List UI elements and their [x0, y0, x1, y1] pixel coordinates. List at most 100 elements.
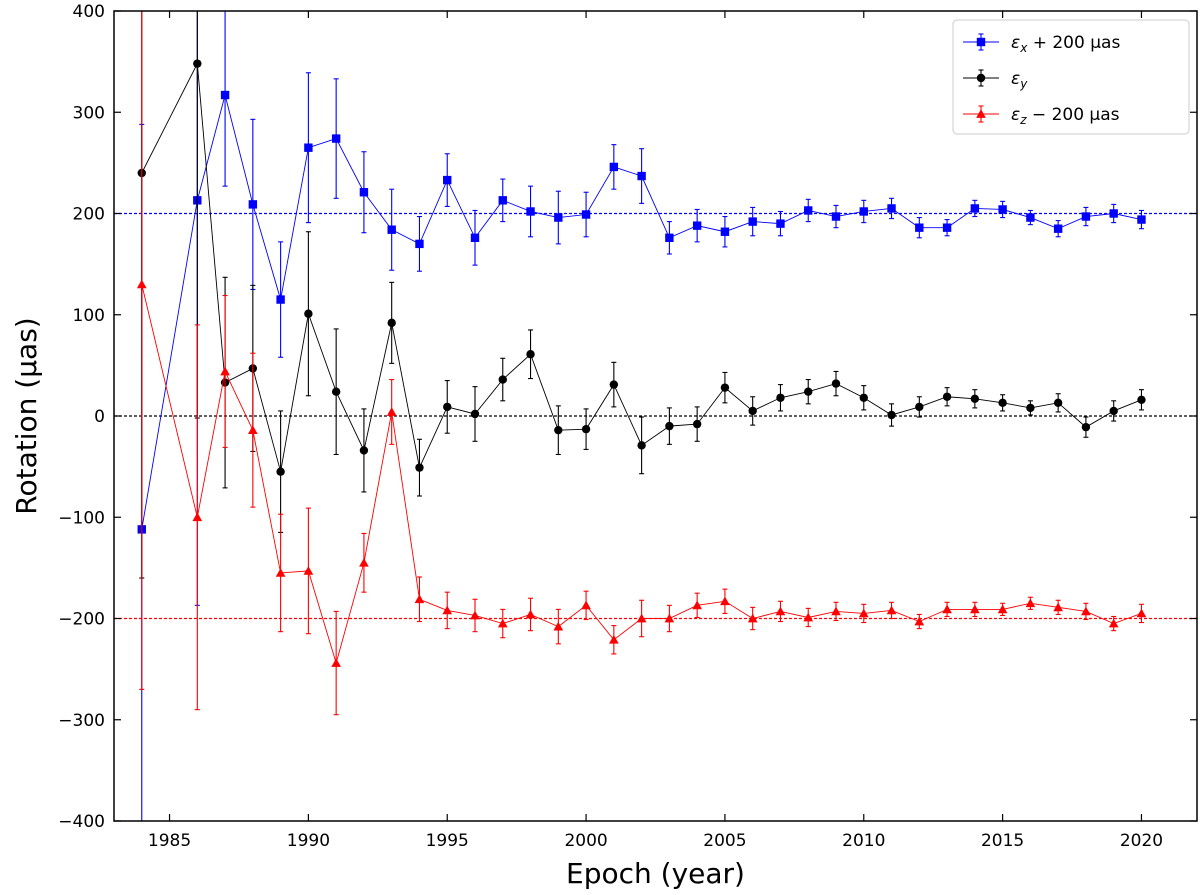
data-point [609, 634, 619, 644]
data-point [443, 175, 452, 185]
data-point [1026, 213, 1035, 222]
data-point [1108, 618, 1119, 628]
legend-marker [976, 109, 986, 118]
data-point [692, 419, 702, 429]
data-point [720, 227, 730, 236]
legend: εx + 200 µas εy εz − 200 µas [952, 19, 1190, 135]
x-tick-label: 2015 [981, 831, 1024, 851]
x-tick-label: 2020 [1120, 831, 1163, 851]
legend-box [952, 19, 1190, 135]
data-point [831, 212, 841, 221]
data-point [998, 398, 1007, 408]
y-tick-label: 400 [73, 2, 105, 22]
error-bar [139, 11, 145, 690]
data-point [553, 621, 564, 631]
x-tick-label: 1990 [287, 831, 330, 851]
data-point [692, 221, 702, 230]
data-point [581, 424, 591, 434]
data-point [1053, 398, 1063, 408]
data-point [1137, 395, 1146, 404]
data-point [498, 375, 507, 384]
data-point [303, 566, 314, 575]
legend-label: εz − 200 µas [1011, 105, 1120, 127]
data-point [386, 407, 397, 416]
data-point [942, 604, 952, 614]
x-tick-label: 2005 [703, 831, 746, 851]
data-point [331, 658, 341, 667]
data-point [275, 568, 286, 577]
data-point [942, 392, 952, 401]
data-point [665, 421, 674, 431]
x-tick-label: 2000 [564, 831, 607, 851]
data-point [1109, 406, 1118, 416]
data-point [609, 380, 619, 389]
data-point [581, 600, 591, 610]
data-point [804, 387, 813, 396]
y-tick-label: −300 [58, 711, 105, 731]
data-point [859, 393, 868, 402]
data-point [664, 613, 675, 623]
data-point [470, 610, 480, 620]
data-point [331, 387, 341, 396]
data-point [748, 217, 757, 226]
data-point [1026, 403, 1035, 413]
data-point [637, 441, 646, 450]
data-point [359, 557, 369, 567]
data-point [470, 233, 480, 242]
data-point [276, 467, 285, 476]
y-tick-label: 100 [73, 306, 105, 326]
data-point [359, 188, 369, 197]
x-axis-label: Epoch (year) [566, 857, 745, 890]
data-point [443, 402, 452, 412]
data-point [276, 295, 285, 304]
data-point [970, 204, 980, 213]
data-point [387, 318, 396, 328]
data-point [720, 596, 730, 606]
data-point [1136, 608, 1147, 618]
data-point [192, 512, 203, 522]
data-point [859, 207, 868, 216]
data-point [637, 171, 646, 181]
x-tick-label: 2010 [842, 831, 885, 851]
y-tick-label: 0 [94, 407, 105, 427]
data-point [497, 618, 508, 628]
data-point [609, 162, 619, 172]
data-point [442, 605, 453, 615]
data-point [248, 200, 258, 209]
y-tick-label: −100 [58, 508, 105, 528]
legend-marker [976, 73, 986, 83]
data-point [831, 379, 841, 388]
data-point [970, 604, 980, 614]
legend-label: εx + 200 µas [1011, 33, 1120, 55]
data-point [581, 210, 591, 219]
y-axis-label: Rotation (µas) [10, 317, 43, 514]
data-point [526, 207, 535, 216]
data-point [136, 279, 147, 289]
data-point [914, 616, 925, 626]
data-point [887, 204, 896, 213]
data-point [1137, 215, 1146, 224]
data-point [220, 90, 230, 100]
series-layer [136, 11, 1147, 821]
data-point [525, 609, 536, 619]
data-point [220, 366, 230, 376]
x-tick-label: 1995 [426, 831, 469, 851]
series-line [141, 93, 1142, 530]
data-point [1025, 598, 1036, 608]
data-point [665, 233, 674, 242]
data-point [331, 134, 341, 143]
data-point [304, 309, 313, 318]
data-point [1053, 224, 1063, 233]
data-point [692, 600, 702, 610]
data-point [1053, 602, 1063, 612]
legend-marker [976, 37, 986, 47]
data-point [415, 463, 424, 472]
data-point [915, 402, 924, 412]
data-point [498, 196, 507, 205]
data-point [470, 409, 480, 419]
data-point [554, 213, 563, 222]
data-point [1081, 422, 1091, 432]
legend-entry-y: εy [963, 69, 1028, 91]
data-point [886, 605, 897, 615]
